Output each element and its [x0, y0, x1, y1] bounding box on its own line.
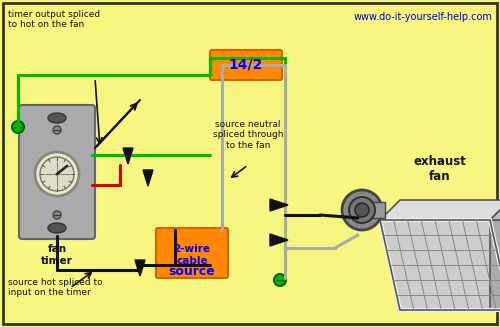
Circle shape — [12, 121, 24, 133]
Circle shape — [342, 190, 382, 230]
Circle shape — [35, 152, 79, 196]
Polygon shape — [135, 260, 145, 276]
Circle shape — [274, 274, 286, 286]
Text: timer output spliced
to hot on the fan: timer output spliced to hot on the fan — [8, 10, 100, 29]
Ellipse shape — [48, 113, 66, 123]
Text: source neutral
spliced through
to the fan: source neutral spliced through to the fa… — [213, 120, 283, 150]
Text: 2-wire
cable: 2-wire cable — [174, 244, 210, 266]
FancyBboxPatch shape — [156, 228, 228, 278]
Circle shape — [40, 157, 74, 191]
FancyBboxPatch shape — [210, 50, 282, 80]
Text: source hot spliced to
input on the timer: source hot spliced to input on the timer — [8, 278, 102, 297]
Text: fan
timer: fan timer — [41, 244, 73, 266]
Polygon shape — [380, 220, 500, 310]
Polygon shape — [270, 199, 288, 211]
Text: exhaust
fan: exhaust fan — [414, 155, 467, 183]
Text: 14/2: 14/2 — [229, 58, 263, 72]
Polygon shape — [380, 200, 500, 220]
Circle shape — [355, 203, 369, 217]
Text: source: source — [168, 265, 216, 278]
FancyBboxPatch shape — [19, 105, 95, 239]
Polygon shape — [490, 200, 500, 220]
Circle shape — [53, 126, 61, 134]
Polygon shape — [143, 170, 153, 186]
Polygon shape — [490, 220, 500, 310]
Text: www.do-it-yourself-help.com: www.do-it-yourself-help.com — [353, 12, 492, 22]
Circle shape — [53, 211, 61, 219]
Bar — [367, 202, 385, 218]
Polygon shape — [123, 148, 133, 164]
Polygon shape — [270, 234, 288, 246]
Circle shape — [349, 197, 375, 223]
Ellipse shape — [48, 223, 66, 233]
